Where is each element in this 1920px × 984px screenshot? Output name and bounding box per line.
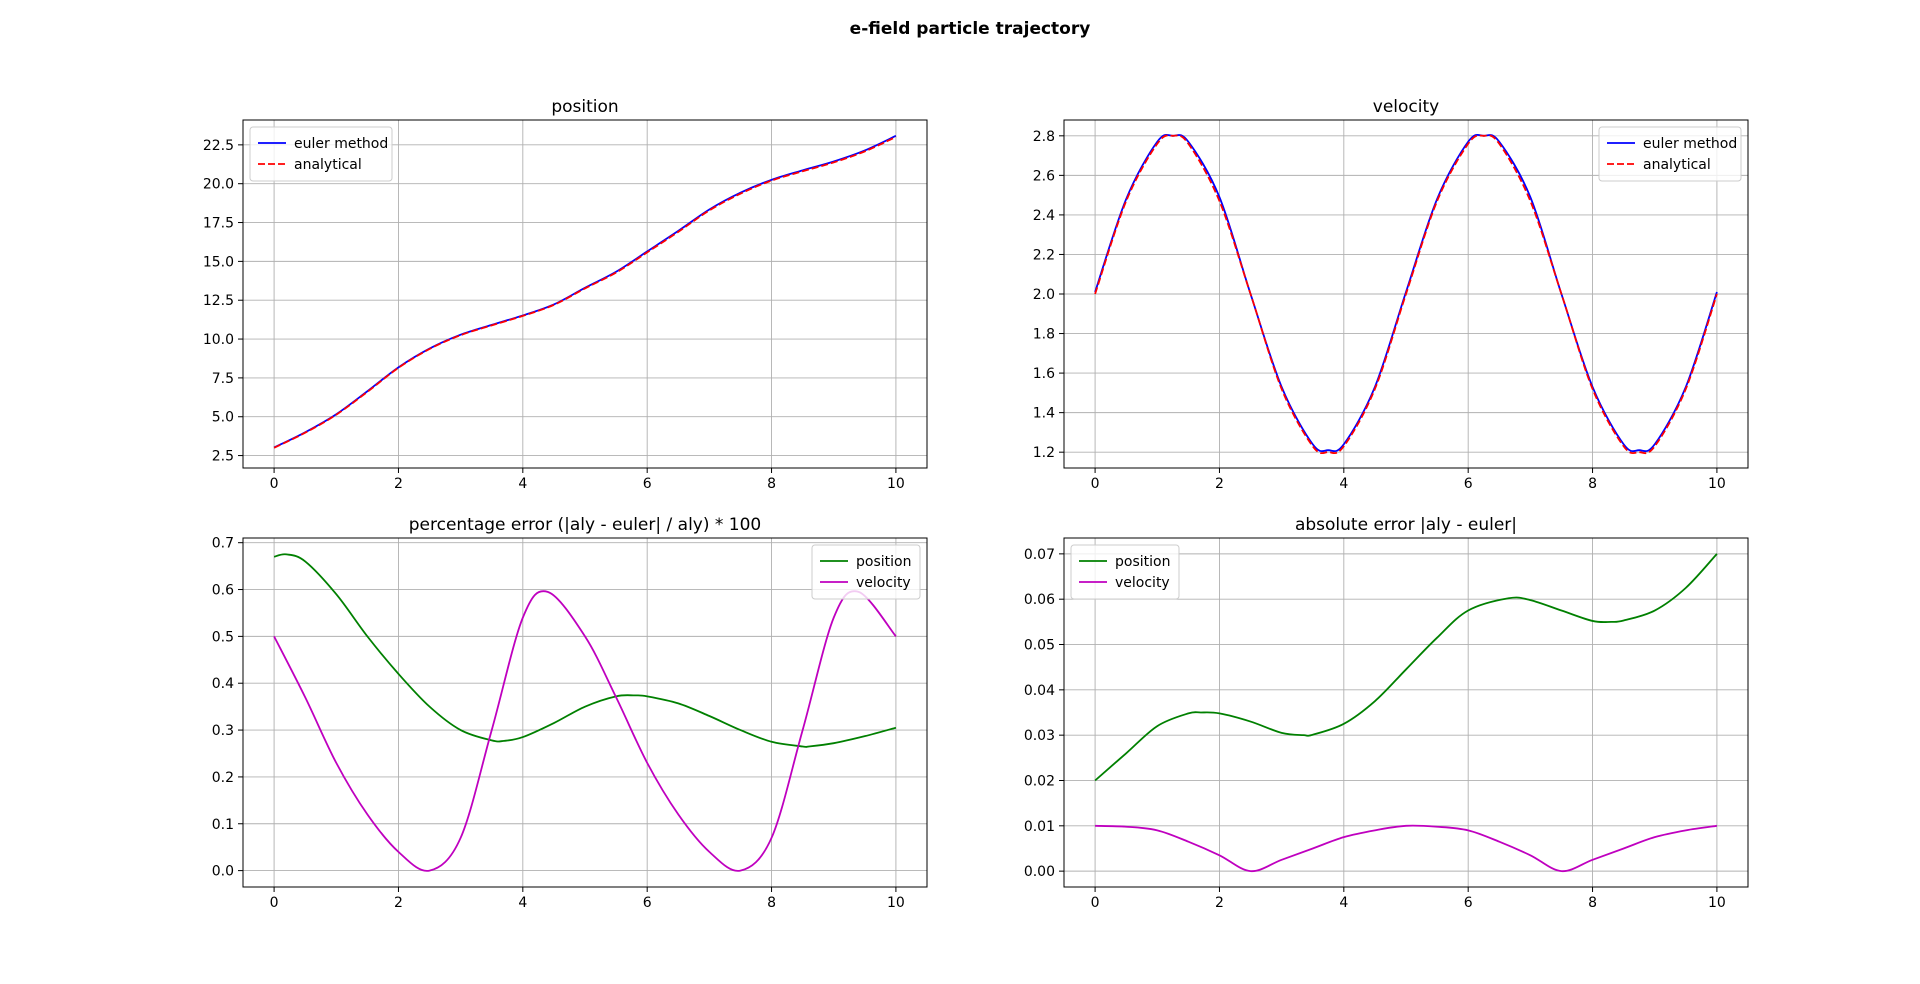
absolute-error-subplot: 0 2 4 6 8 10 0.00 0.01 0.02 0.03 0.04 0.05 0.06 0.07 a… [1024, 515, 1749, 911]
velocity-xtick-label-3: 6 [1464, 476, 1473, 492]
velocity-xtick-label-4: 8 [1588, 476, 1597, 492]
absolute-error-ytick-label-1: 0.01 [1024, 819, 1055, 835]
position-axes-frame [242, 119, 928, 469]
percentage-error-legend-label-1: velocity [856, 575, 911, 591]
absolute-error-legend-label-0: position [1115, 554, 1170, 570]
velocity-ytick-label-2: 1.6 [1033, 366, 1055, 382]
position-legend-label-1: analytical [294, 157, 362, 173]
absolute-error-ytick-label-7: 0.07 [1024, 547, 1055, 563]
percentage-error-xtick-label-4: 8 [767, 895, 776, 911]
position-xtick-label-5: 10 [887, 476, 905, 492]
velocity-xtick-label-1: 2 [1215, 476, 1224, 492]
absolute-error-series-velocity [1095, 824, 1718, 873]
position-xtick-label-1: 2 [394, 476, 403, 492]
position-ytick-label-0: 2.5 [212, 449, 234, 465]
percentage-error-ytick-label-0: 0.0 [212, 864, 234, 880]
velocity-ytick-label-1: 1.4 [1033, 406, 1055, 422]
position-xtick-label-2: 4 [518, 476, 527, 492]
position-ytick-label-4: 12.5 [203, 293, 234, 309]
absolute-error-legend-label-1: velocity [1115, 575, 1170, 591]
absolute-error-legend: position velocity [1070, 544, 1180, 600]
position-ytick-label-8: 22.5 [203, 138, 234, 154]
position-ytick-label-1: 5.0 [212, 410, 234, 426]
percentage-error-series-velocity [273, 590, 897, 872]
absolute-error-series-position [1094, 553, 1718, 782]
position-subplot: 0 2 4 6 8 10 2.5 5.0 7.5 10.0 12.5 15.0 17.5 20.0 22.5… [203, 97, 928, 492]
position-ytick-label-5: 15.0 [203, 254, 234, 270]
percentage-error-xtick-label-3: 6 [643, 895, 652, 911]
absolute-error-axes-frame [1063, 537, 1749, 888]
percentage-error-ytick-label-7: 0.7 [212, 536, 234, 552]
percentage-error-subplot: 0 2 4 6 8 10 0.0 0.1 0.2 0.3 0.4 0.5 0.6 0.7 percentag… [212, 515, 928, 911]
percentage-error-xtick-label-1: 2 [394, 895, 403, 911]
absolute-error-xtick-label-4: 8 [1588, 895, 1597, 911]
position-legend-label-0: euler method [294, 136, 388, 152]
absolute-error-xtick-label-2: 4 [1339, 895, 1348, 911]
position-ytick-label-2: 7.5 [212, 371, 234, 387]
velocity-ytick-label-7: 2.6 [1033, 168, 1055, 184]
velocity-legend: euler method analytical [1598, 126, 1742, 182]
position-series-analytical [273, 136, 897, 449]
absolute-error-xtick-label-3: 6 [1464, 895, 1473, 911]
absolute-error-ytick-label-2: 0.02 [1024, 773, 1055, 789]
percentage-error-ytick-label-6: 0.6 [212, 583, 234, 599]
position-xtick-label-4: 8 [767, 476, 776, 492]
absolute-error-title: absolute error |aly - euler| [1295, 515, 1517, 535]
velocity-series-analytical [1094, 134, 1718, 455]
percentage-error-series-position [273, 553, 897, 748]
velocity-ytick-label-6: 2.4 [1033, 208, 1055, 224]
percentage-error-ytick-label-5: 0.5 [212, 629, 234, 645]
velocity-ytick-label-5: 2.2 [1033, 247, 1055, 263]
percentage-error-ytick-label-3: 0.3 [212, 723, 234, 739]
figure-suptitle: e-field particle trajectory [850, 19, 1091, 39]
velocity-ytick-label-4: 2.0 [1033, 287, 1055, 303]
percentage-error-ytick-label-2: 0.2 [212, 770, 234, 786]
absolute-error-xtick-label-5: 10 [1708, 895, 1726, 911]
position-ytick-label-6: 17.5 [203, 216, 234, 232]
position-ytick-label-3: 10.0 [203, 332, 234, 348]
percentage-error-ytick-label-1: 0.1 [212, 817, 234, 833]
absolute-error-ytick-label-0: 0.00 [1024, 864, 1055, 880]
percentage-error-legend-label-0: position [856, 554, 911, 570]
percentage-error-title: percentage error (|aly - euler| / aly) *… [409, 515, 762, 535]
percentage-error-ytick-label-4: 0.4 [212, 676, 234, 692]
absolute-error-ytick-label-6: 0.06 [1024, 592, 1055, 608]
percentage-error-xtick-label-2: 4 [518, 895, 527, 911]
position-title: position [551, 97, 618, 117]
velocity-xtick-label-5: 10 [1708, 476, 1726, 492]
position-legend: euler method analytical [249, 126, 393, 182]
absolute-error-xtick-label-0: 0 [1091, 895, 1100, 911]
velocity-title: velocity [1373, 97, 1439, 117]
percentage-error-axes-frame [242, 537, 928, 888]
position-xtick-label-3: 6 [643, 476, 652, 492]
absolute-error-ytick-label-4: 0.04 [1024, 683, 1055, 699]
percentage-error-xtick-label-0: 0 [270, 895, 279, 911]
velocity-xtick-label-2: 4 [1339, 476, 1348, 492]
percentage-error-xtick-label-5: 10 [887, 895, 905, 911]
position-ytick-label-7: 20.0 [203, 177, 234, 193]
absolute-error-xtick-label-1: 2 [1215, 895, 1224, 911]
velocity-subplot: 0 2 4 6 8 10 1.2 1.4 1.6 1.8 2.0 2.2 2.4 2.6 2.8 veloci… [1033, 97, 1749, 492]
absolute-error-ytick-label-5: 0.05 [1024, 638, 1055, 654]
position-xtick-label-0: 0 [270, 476, 279, 492]
percentage-error-legend: position velocity [811, 544, 921, 600]
absolute-error-ytick-label-3: 0.03 [1024, 728, 1055, 744]
velocity-ytick-label-3: 1.8 [1033, 327, 1055, 343]
velocity-legend-label-1: analytical [1643, 157, 1711, 173]
velocity-ytick-label-8: 2.8 [1033, 129, 1055, 145]
velocity-ytick-label-0: 1.2 [1033, 445, 1055, 461]
velocity-xtick-label-0: 0 [1091, 476, 1100, 492]
velocity-legend-label-0: euler method [1643, 136, 1737, 152]
